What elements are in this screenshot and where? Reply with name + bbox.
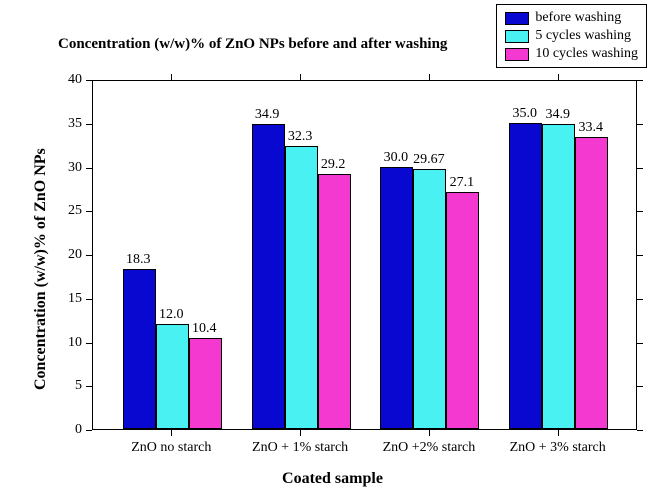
x-axis-label: Coated sample [0, 470, 665, 488]
y-tick-label: 35 [52, 116, 82, 132]
y-tick [637, 168, 643, 169]
plot-area [92, 80, 637, 430]
y-tick [86, 168, 92, 169]
bar-value-label: 30.0 [384, 150, 409, 166]
legend-swatch [505, 12, 529, 25]
bar-value-label: 27.1 [450, 175, 475, 191]
legend-item: 10 cycles washing [505, 45, 638, 63]
bar [542, 124, 575, 429]
y-tick-label: 0 [52, 422, 82, 438]
y-tick [637, 255, 643, 256]
y-tick [637, 343, 643, 344]
legend-label: before washing [535, 9, 621, 27]
legend-label: 10 cycles washing [535, 45, 638, 63]
bar-value-label: 18.3 [126, 252, 151, 268]
bar [252, 124, 285, 429]
y-tick [86, 430, 92, 431]
chart-title: Concentration (w/w)% of ZnO NPs before a… [58, 36, 447, 53]
legend: before washing 5 cycles washing 10 cycle… [496, 4, 647, 68]
x-tick [429, 74, 430, 80]
y-tick-label: 20 [52, 247, 82, 263]
y-tick [86, 124, 92, 125]
bar [380, 167, 413, 430]
bar [446, 192, 479, 429]
x-tick [171, 74, 172, 80]
x-tick-label: ZnO + 3% starch [510, 440, 606, 456]
chart-container: Concentration (w/w)% of ZnO NPs before a… [0, 0, 665, 501]
y-tick-label: 5 [52, 378, 82, 394]
x-tick-label: ZnO + 1% starch [252, 440, 348, 456]
y-tick [637, 386, 643, 387]
y-tick-label: 15 [52, 291, 82, 307]
y-tick [637, 80, 643, 81]
x-tick [300, 430, 301, 436]
y-tick-label: 30 [52, 160, 82, 176]
x-tick-label: ZnO +2% starch [383, 440, 476, 456]
legend-label: 5 cycles washing [535, 27, 631, 45]
y-tick [86, 255, 92, 256]
legend-item: 5 cycles washing [505, 27, 638, 45]
y-tick [637, 211, 643, 212]
bar [575, 137, 608, 429]
bar-value-label: 10.4 [192, 321, 217, 337]
bar [413, 169, 446, 429]
bar-value-label: 29.2 [321, 157, 346, 173]
bar-value-label: 34.9 [255, 107, 280, 123]
y-tick [637, 430, 643, 431]
legend-swatch [505, 48, 529, 61]
bar [123, 269, 156, 429]
bar [509, 123, 542, 429]
x-tick [300, 74, 301, 80]
x-tick [558, 430, 559, 436]
y-tick [86, 80, 92, 81]
legend-item: before washing [505, 9, 638, 27]
bar-value-label: 32.3 [288, 129, 313, 145]
bar [318, 174, 351, 430]
y-axis-label: Concentration (w/w)% of ZnO NPs [32, 148, 50, 390]
y-tick [637, 124, 643, 125]
bar-value-label: 34.9 [545, 107, 570, 123]
x-tick [429, 430, 430, 436]
bar [189, 338, 222, 429]
y-tick [86, 386, 92, 387]
x-tick [171, 430, 172, 436]
y-tick [86, 299, 92, 300]
y-tick-label: 25 [52, 203, 82, 219]
y-tick [637, 299, 643, 300]
x-tick [558, 74, 559, 80]
bar-value-label: 29.67 [413, 152, 445, 168]
bar-value-label: 35.0 [512, 106, 537, 122]
bar-value-label: 33.4 [578, 120, 603, 136]
y-tick-label: 10 [52, 335, 82, 351]
legend-swatch [505, 30, 529, 43]
bar-value-label: 12.0 [159, 307, 184, 323]
x-tick-label: ZnO no starch [131, 440, 211, 456]
bar [285, 146, 318, 429]
y-tick [86, 211, 92, 212]
y-tick [86, 343, 92, 344]
y-tick-label: 40 [52, 72, 82, 88]
bar [156, 324, 189, 429]
